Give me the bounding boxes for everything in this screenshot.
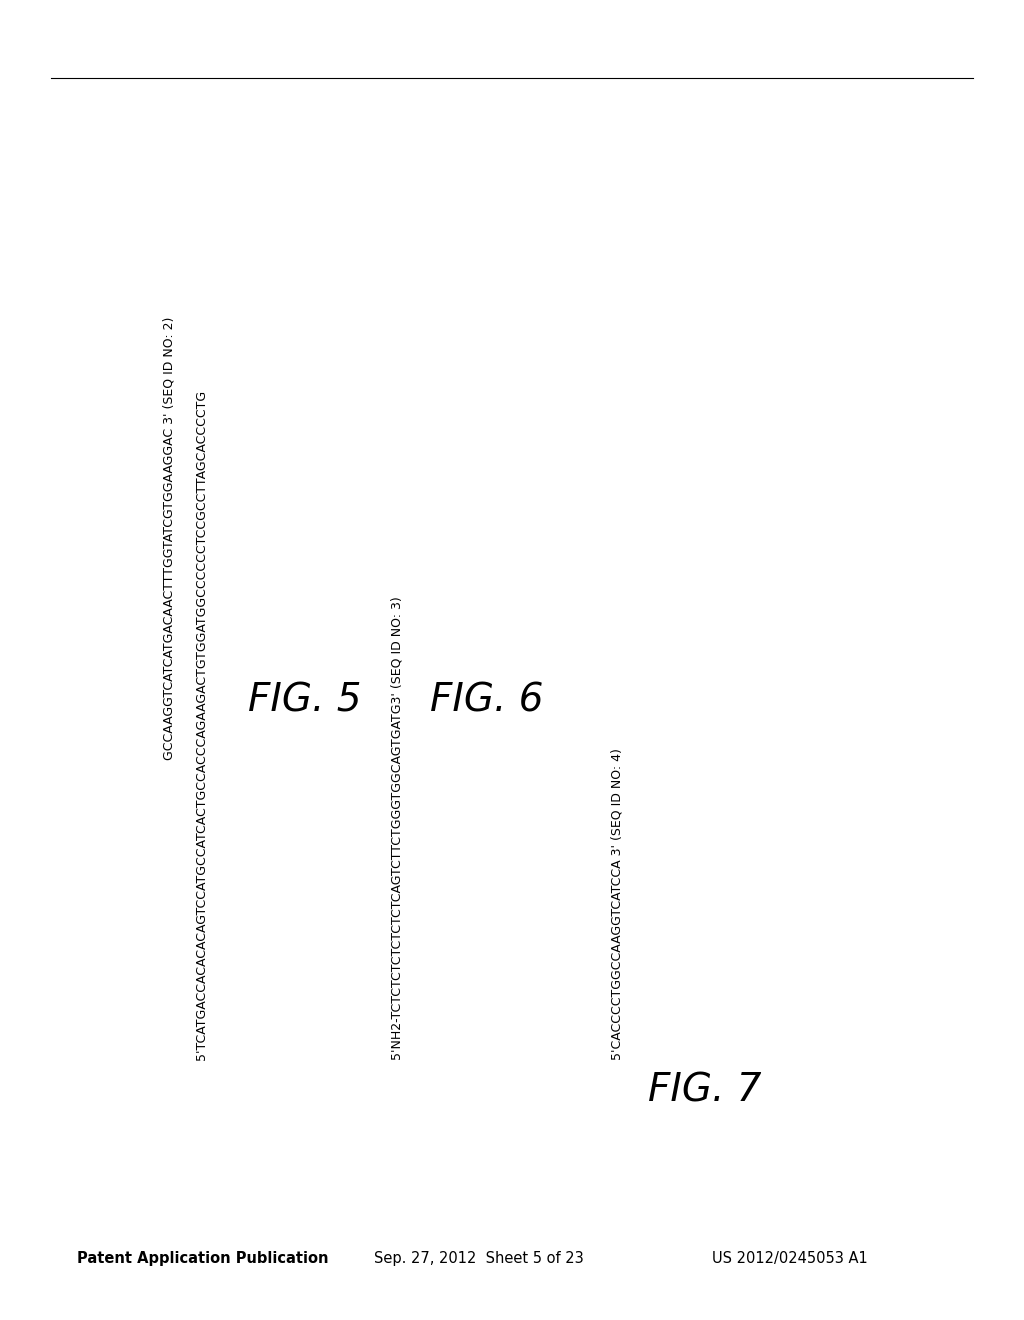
Text: FIG. 5: FIG. 5	[248, 681, 361, 719]
Text: FIG. 7: FIG. 7	[648, 1071, 762, 1109]
Text: 5'CACCCCTGGCCAAGGTCATCCA 3' (SEQ ID NO: 4): 5'CACCCCTGGCCAAGGTCATCCA 3' (SEQ ID NO: …	[610, 748, 623, 1060]
Text: Patent Application Publication: Patent Application Publication	[77, 1250, 329, 1266]
Text: 5'TCATGACCACACACAGTCCATGCCATCACTGCCACCCAGAAGACTGTGGATGGCCCCCCTCCGCCTTAGCACCCCTG: 5'TCATGACCACACACAGTCCATGCCATCACTGCCACCCA…	[195, 389, 208, 1060]
Text: GCCAAGGTCATCATGACAACTTTGGTATCGTGGAAGGAC 3' (SEQ ID NO: 2): GCCAAGGTCATCATGACAACTTTGGTATCGTGGAAGGAC …	[162, 317, 175, 760]
Text: Sep. 27, 2012  Sheet 5 of 23: Sep. 27, 2012 Sheet 5 of 23	[374, 1250, 584, 1266]
Text: FIG. 6: FIG. 6	[430, 681, 544, 719]
Text: 5'NH2-TCTCTCTCTCTCTCTCAGTCTTCTGGGTGGCAGTGATG3' (SEQ ID NO: 3): 5'NH2-TCTCTCTCTCTCTCTCAGTCTTCTGGGTGGCAGT…	[390, 597, 403, 1060]
Text: US 2012/0245053 A1: US 2012/0245053 A1	[712, 1250, 867, 1266]
